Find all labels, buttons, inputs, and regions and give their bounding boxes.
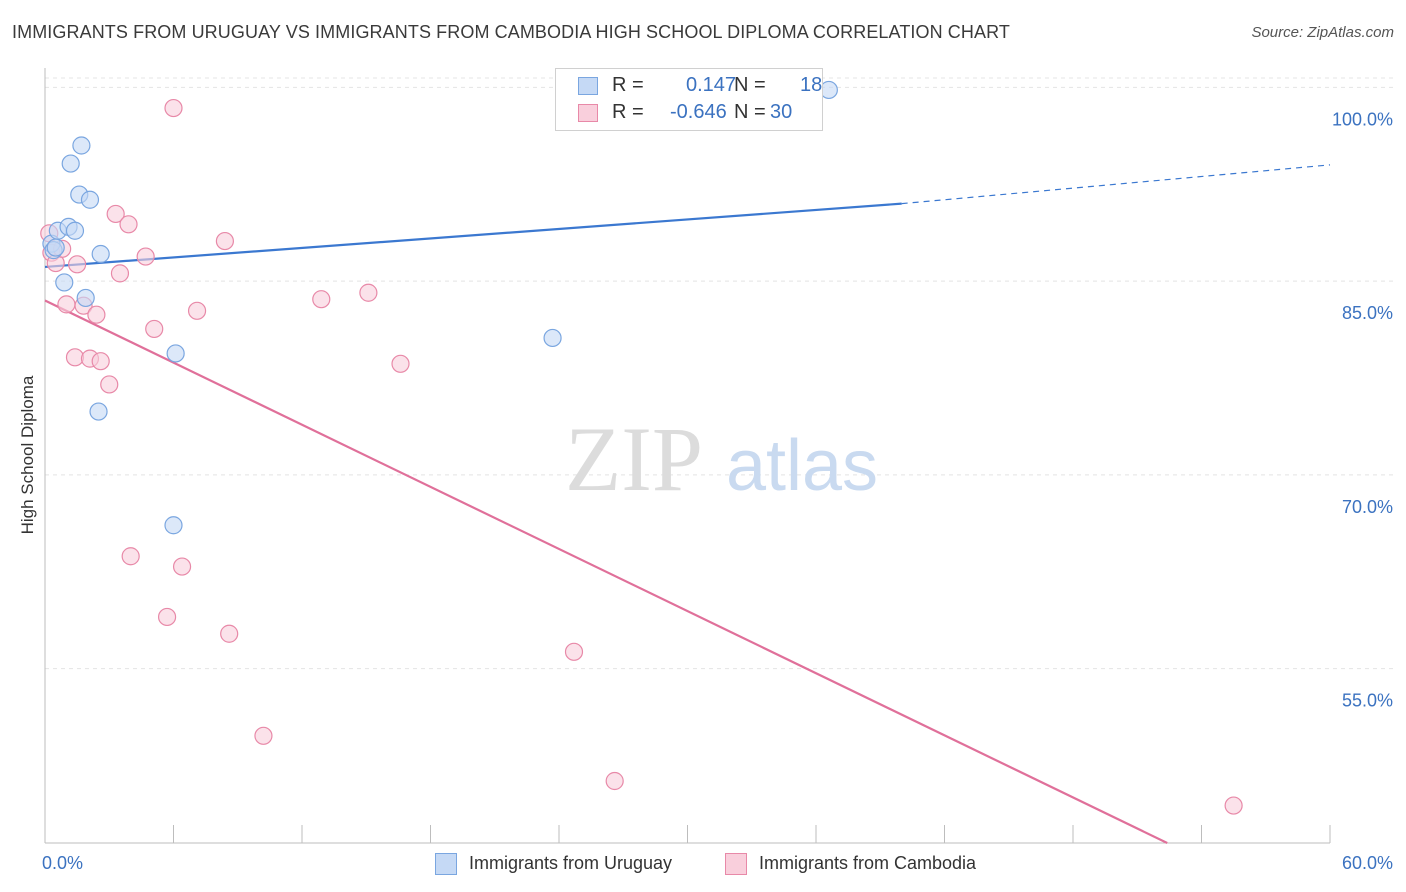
point-uruguay [166, 344, 185, 363]
point-cambodia [68, 255, 87, 274]
watermark-zip: ZIP [565, 408, 703, 510]
legend-n-label: N = [734, 101, 766, 123]
stats-legend: R = 0.147 N = 18 R = -0.646 N = 30 [555, 68, 823, 131]
legend-label-cambodia: Immigrants from Cambodia [759, 853, 977, 873]
data-points [40, 80, 1243, 815]
legend-label-uruguay: Immigrants from Uruguay [469, 853, 673, 873]
trend-line-extension [901, 164, 1331, 205]
point-cambodia [57, 295, 76, 314]
point-cambodia [172, 557, 192, 576]
point-cambodia [157, 607, 177, 627]
watermark-atlas: atlas [726, 426, 878, 506]
point-cambodia [100, 375, 119, 394]
point-cambodia [391, 354, 410, 373]
point-cambodia [121, 547, 140, 566]
tick-labels: 55.0% 70.0% 85.0% 100.0% 0.0% 60.0% [42, 109, 1393, 873]
legend-swatch-cambodia [578, 104, 598, 122]
point-cambodia [91, 352, 110, 371]
y-tick-label: 70.0% [1342, 497, 1393, 517]
point-cambodia [564, 642, 584, 661]
source-label: Source: ZipAtlas.com [1251, 24, 1394, 41]
x-tick-label: 60.0% [1342, 853, 1393, 873]
point-cambodia [106, 204, 125, 224]
point-uruguay [55, 273, 74, 292]
chart-title: IMMIGRANTS FROM URUGUAY VS IMMIGRANTS FR… [12, 22, 1010, 42]
point-uruguay [61, 154, 80, 173]
trend-line-uruguay [44, 202, 902, 269]
legend-n-value: 18 [800, 74, 823, 96]
point-cambodia [119, 215, 138, 234]
point-cambodia [164, 98, 183, 118]
point-cambodia [65, 348, 85, 367]
point-cambodia [1224, 796, 1243, 815]
point-uruguay [543, 328, 562, 348]
x-tick-label: 0.0% [42, 853, 83, 873]
point-cambodia [254, 726, 273, 745]
point-cambodia [312, 290, 331, 309]
legend-swatch-cambodia [725, 853, 747, 875]
legend-r-label: R = [612, 74, 644, 96]
y-tick-label: 100.0% [1332, 109, 1393, 129]
axes [44, 68, 1331, 844]
point-cambodia [87, 305, 106, 324]
point-cambodia [136, 247, 155, 266]
point-cambodia [187, 301, 207, 320]
point-uruguay [164, 516, 183, 535]
point-uruguay [65, 221, 85, 240]
watermark: ZIP atlas [565, 408, 878, 510]
trend-line-cambodia [44, 299, 1168, 844]
point-cambodia [145, 319, 164, 339]
legend-r-value: 0.147 [686, 74, 737, 96]
point-cambodia [359, 283, 378, 302]
legend-r-value: -0.646 [670, 101, 727, 123]
point-cambodia [215, 231, 234, 251]
y-axis-label: High School Diploma [18, 375, 37, 535]
point-uruguay [80, 190, 100, 209]
point-cambodia [220, 624, 239, 643]
point-uruguay [46, 238, 65, 257]
point-cambodia [110, 264, 130, 283]
point-cambodia [605, 771, 624, 791]
legend-r-label: R = [612, 101, 644, 123]
point-uruguay [91, 244, 110, 264]
legend-n-value: 30 [770, 101, 793, 123]
point-uruguay [76, 288, 95, 308]
legend-swatch-uruguay [578, 77, 598, 95]
legend-swatch-uruguay [435, 853, 457, 875]
trend-lines [44, 164, 1331, 844]
legend-n-label: N = [734, 74, 766, 96]
point-uruguay [89, 402, 108, 421]
y-tick-label: 55.0% [1342, 691, 1393, 711]
y-tick-label: 85.0% [1342, 303, 1393, 323]
grid-lines [45, 77, 1393, 670]
point-uruguay [72, 136, 91, 155]
